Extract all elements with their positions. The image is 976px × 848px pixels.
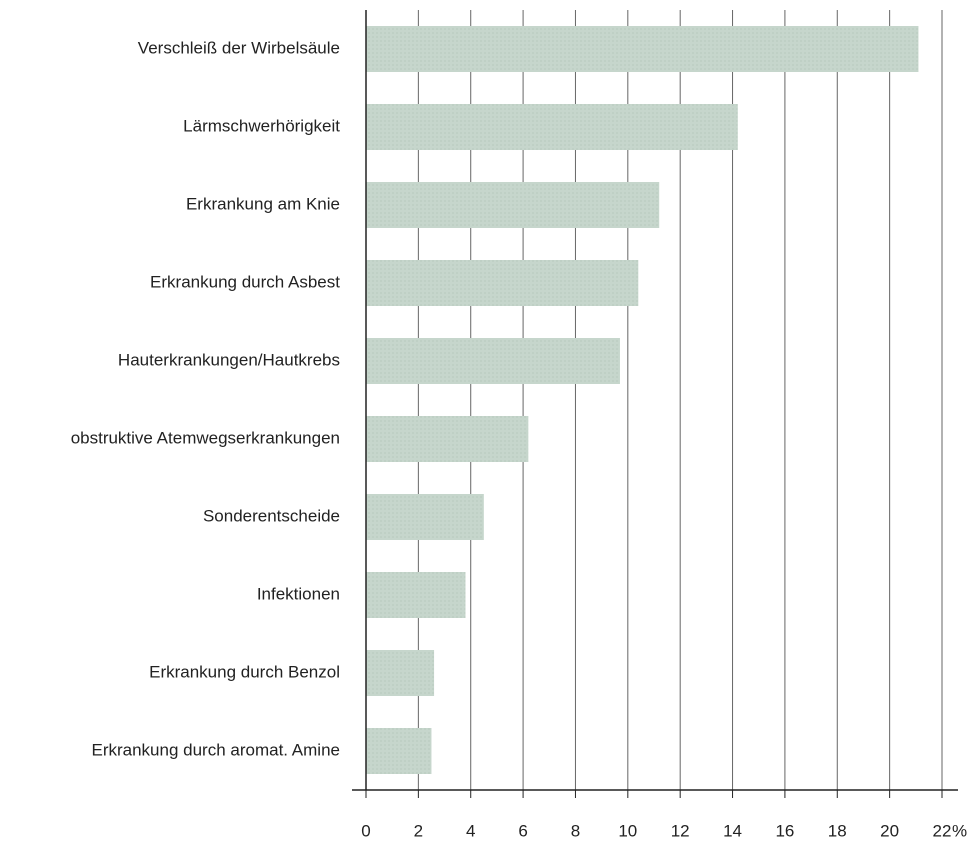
y-tick-label: Erkrankung durch Benzol (149, 662, 340, 681)
bar (366, 416, 529, 462)
bar (366, 260, 639, 306)
x-tick-label: 6 (518, 821, 527, 840)
y-tick-label: Erkrankung durch Asbest (150, 272, 340, 291)
x-tick-label: 16 (775, 821, 794, 840)
x-axis-label: % (952, 821, 967, 840)
y-tick-label: Infektionen (257, 584, 340, 603)
y-tick-label: Sonderentscheide (203, 506, 340, 525)
y-tick-label: Lärmschwerhörigkeit (183, 116, 340, 135)
bar (366, 572, 466, 618)
y-tick-label: Verschleiß der Wirbelsäule (138, 38, 340, 57)
bar (366, 728, 432, 774)
x-tick-label: 8 (571, 821, 580, 840)
bar (366, 338, 620, 384)
x-tick-label: 0 (361, 821, 370, 840)
y-tick-label: Hauterkrankungen/Hautkrebs (118, 350, 340, 369)
x-tick-label: 4 (466, 821, 475, 840)
x-tick-label: 2 (414, 821, 423, 840)
bar (366, 494, 484, 540)
x-tick-label: 20 (880, 821, 899, 840)
bar (366, 104, 738, 150)
x-tick-label: 14 (723, 821, 742, 840)
y-tick-label: obstruktive Atemwegserkrankungen (71, 428, 340, 447)
bar (366, 26, 919, 72)
y-tick-label: Erkrankung durch aromat. Amine (91, 740, 340, 759)
y-tick-label: Erkrankung am Knie (186, 194, 340, 213)
x-tick-label: 10 (618, 821, 637, 840)
x-tick-label: 12 (671, 821, 690, 840)
bar (366, 182, 660, 228)
bar (366, 650, 435, 696)
x-tick-label: 18 (828, 821, 847, 840)
x-tick-label: 22 (933, 821, 952, 840)
